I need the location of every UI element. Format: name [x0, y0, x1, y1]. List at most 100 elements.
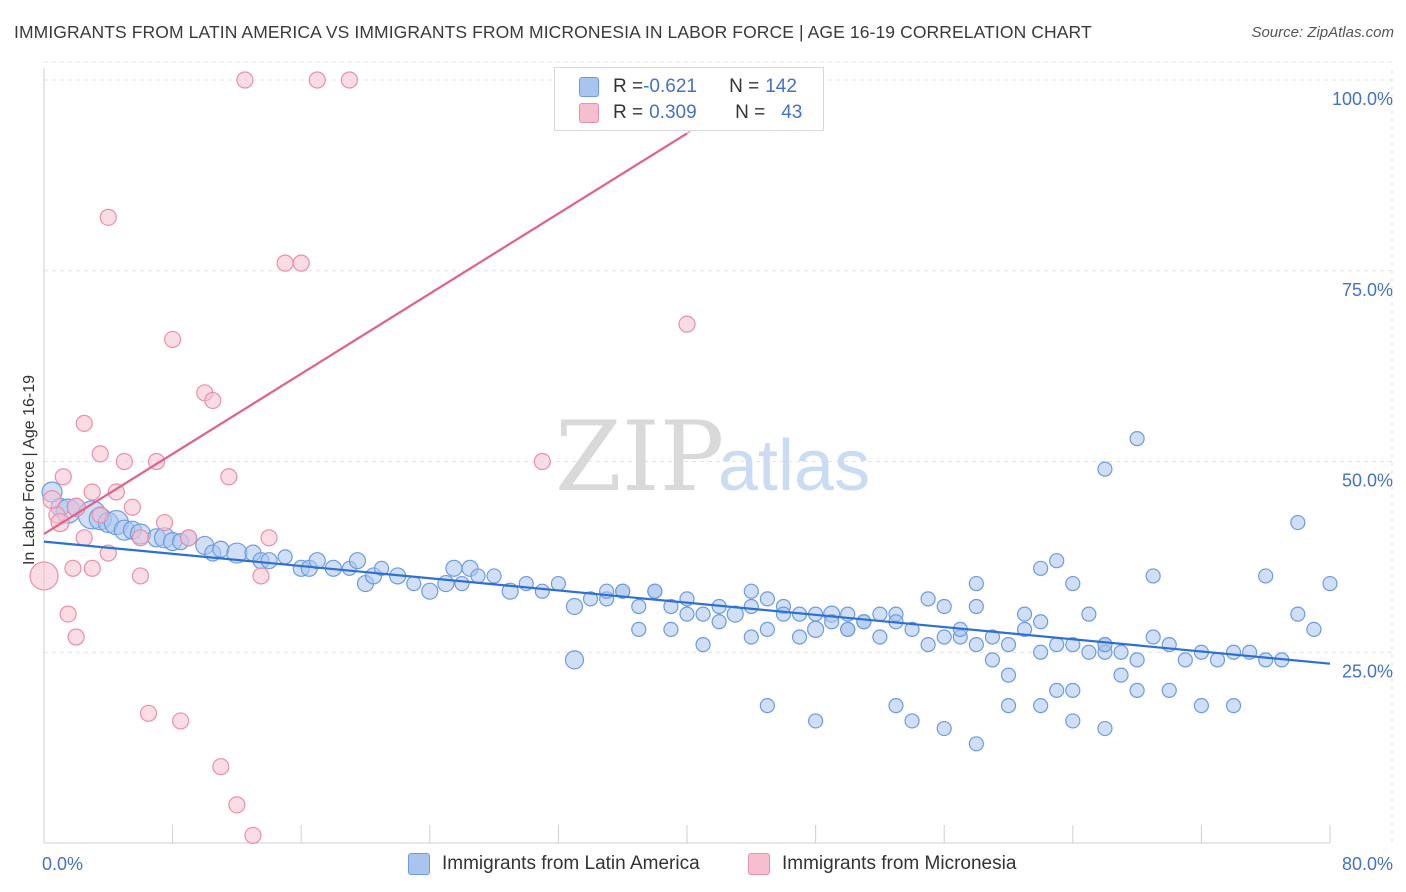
legend-n-value: 43	[781, 102, 803, 123]
bottom-legend-label-latin-america: Immigrants from Latin America	[442, 853, 700, 874]
latin-america-point	[1097, 637, 1113, 653]
latin-america-point	[1161, 682, 1177, 699]
latin-america-point	[1065, 637, 1081, 653]
latin-america-point	[1290, 606, 1306, 622]
chart-title: IMMIGRANTS FROM LATIN AMERICA VS IMMIGRA…	[14, 22, 1092, 42]
micronesia-point	[155, 513, 174, 532]
latin-america-point	[1097, 720, 1113, 737]
latin-america-point	[1000, 637, 1017, 653]
latin-america-point	[1033, 614, 1049, 630]
latin-america-point	[936, 720, 952, 737]
latin-america-point	[1145, 568, 1161, 584]
latin-america-point	[348, 552, 367, 570]
latin-america-point	[984, 629, 1001, 645]
legend-n-label: N =	[729, 76, 760, 97]
micronesia-point	[107, 483, 125, 501]
latin-america-point	[968, 736, 984, 752]
micronesia-point	[180, 529, 198, 547]
latin-america-point	[743, 598, 759, 615]
tick-labels: 25.0% 50.0% 75.0% 100.0% 0.0% 80.0%	[42, 89, 1393, 874]
latin-america-point	[550, 575, 567, 592]
latin-america-point	[872, 629, 888, 645]
micronesia-point	[54, 468, 72, 486]
latin-america-point	[565, 597, 584, 616]
latin-america-point	[1290, 514, 1306, 531]
bottom-legend-swatch-micronesia	[748, 853, 770, 875]
micronesia-point	[75, 414, 93, 432]
latin-america-point	[920, 637, 936, 653]
latin-america-point	[1081, 606, 1097, 622]
micronesia-point	[131, 567, 150, 585]
micronesia-point	[83, 559, 101, 577]
trend-line-latin-america	[43, 540, 1331, 665]
y-axis-label: In Labor Force | Age 16-19	[21, 375, 38, 565]
micronesia-point	[139, 704, 158, 722]
latin-america-point	[840, 621, 856, 637]
micronesia-point	[91, 506, 109, 524]
micronesia-point	[228, 796, 246, 814]
latin-america-point	[968, 598, 984, 615]
latin-america-point	[212, 540, 230, 558]
latin-america-point	[1049, 553, 1065, 569]
latin-america-point	[486, 568, 502, 584]
y-tick-label: 100.0%	[1332, 89, 1393, 109]
micronesia-point	[123, 498, 142, 516]
micronesia-point	[244, 826, 262, 844]
latin-america-point	[695, 637, 711, 653]
latin-america-point	[1000, 698, 1017, 714]
latin-america-point	[888, 698, 904, 714]
latin-america-point	[1016, 621, 1033, 637]
latin-america-point	[1097, 461, 1113, 477]
latin-america-point	[759, 621, 775, 637]
latin-america-point	[1258, 568, 1274, 584]
micronesia-point	[83, 483, 101, 501]
latin-america-point	[1113, 667, 1129, 683]
latin-america-point	[631, 598, 647, 615]
bottom-legend-label-micronesia: Immigrants from Micronesia	[782, 853, 1017, 874]
latin-america-point	[1033, 560, 1049, 576]
latin-america-point	[582, 591, 599, 607]
latin-america-point	[647, 583, 663, 599]
x-tick-label: 80.0%	[1342, 854, 1393, 874]
latin-america-point	[1177, 652, 1193, 668]
trend-lines	[43, 72, 1331, 665]
latin-america-point	[1113, 644, 1129, 660]
latin-america-point	[984, 652, 1001, 668]
latin-america-point	[615, 583, 631, 599]
latin-america-point	[564, 650, 585, 670]
source-note: Source: ZipAtlas.com	[1251, 24, 1394, 41]
micronesia-point	[59, 605, 77, 623]
latin-america-point	[743, 629, 759, 645]
micronesia-point	[276, 254, 294, 272]
latin-america-point	[277, 549, 293, 565]
micronesia-point	[204, 391, 222, 410]
latin-america-point	[856, 614, 872, 630]
latin-america-point	[936, 598, 952, 615]
legend-row-latin-america: R = -0.621 N = 142	[579, 74, 797, 100]
latin-america-point	[936, 629, 952, 645]
series-micronesia-points	[29, 71, 696, 844]
latin-america-point	[1258, 652, 1274, 668]
latin-america-point	[1322, 575, 1338, 592]
latin-america-point	[807, 713, 824, 729]
latin-america-point	[1033, 698, 1049, 714]
micronesia-point	[91, 445, 109, 463]
latin-america-point	[663, 621, 679, 637]
latin-america-point	[260, 552, 278, 570]
latin-america-point	[1129, 652, 1145, 668]
micronesia-point	[115, 452, 133, 471]
legend-r-value: -0.621	[643, 76, 697, 97]
watermark-atlas: atlas	[718, 426, 870, 506]
micronesia-point	[42, 490, 62, 510]
y-tick-label: 75.0%	[1342, 280, 1393, 300]
latin-america-point	[470, 568, 486, 584]
bottom-legend-latin-america: Immigrants from Latin America	[408, 852, 700, 876]
latin-america-point	[1129, 431, 1145, 447]
latin-america-point	[904, 713, 920, 729]
latin-america-point	[968, 575, 984, 592]
latin-america-point	[437, 574, 455, 593]
latin-america-point	[1145, 629, 1161, 645]
latin-america-point	[631, 621, 647, 637]
latin-america-point	[759, 591, 775, 607]
latin-america-point	[1209, 652, 1226, 668]
